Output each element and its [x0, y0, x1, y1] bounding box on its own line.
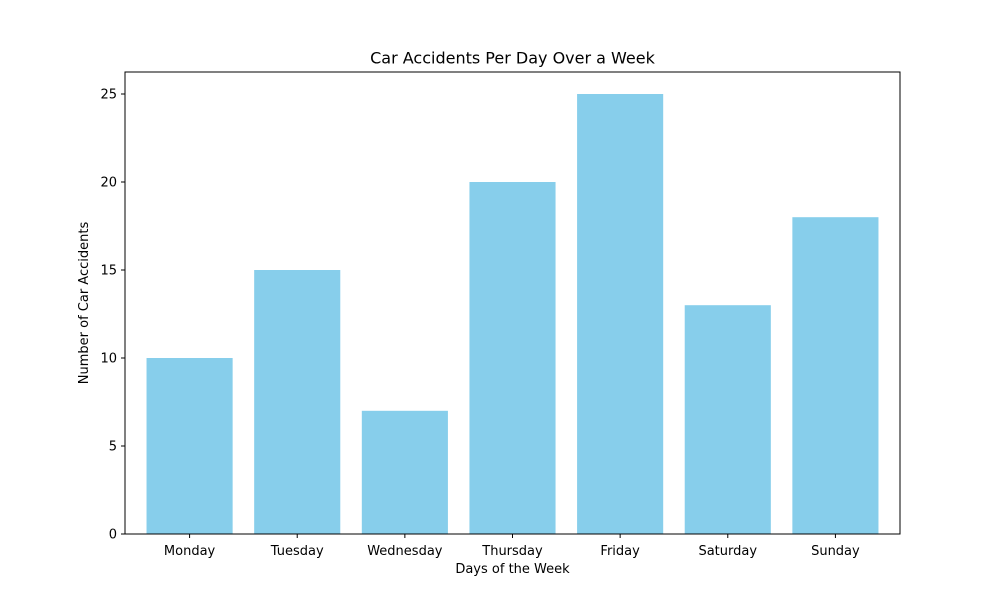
y-tick-label: 0 [109, 528, 117, 543]
bar-sunday [792, 217, 879, 534]
y-axis-ticks: 0 5 10 15 20 25 [100, 88, 125, 543]
bar-monday [146, 358, 233, 534]
x-tick-label: Monday [164, 544, 216, 559]
x-tick-label: Sunday [811, 544, 860, 559]
bar-tuesday [254, 270, 341, 534]
bar-saturday [684, 305, 771, 534]
bar-wednesday [361, 410, 448, 534]
y-tick-label: 25 [100, 88, 117, 103]
x-tick-label: Thursday [481, 544, 543, 559]
x-axis-label: Days of the Week [455, 562, 570, 577]
y-tick-label: 5 [109, 440, 117, 455]
x-tick-label: Tuesday [270, 544, 324, 559]
bars-group [146, 94, 879, 534]
x-tick-label: Friday [600, 544, 640, 559]
bar-friday [577, 94, 664, 534]
y-tick-label: 15 [100, 264, 117, 279]
x-tick-label: Wednesday [367, 544, 443, 559]
x-axis-ticks: Monday Tuesday Wednesday Thursday Friday Satu… [164, 534, 860, 559]
y-tick-label: 10 [100, 352, 117, 367]
x-tick-label: Saturday [698, 544, 757, 559]
plot-frame [124, 71, 901, 535]
chart-title: Car Accidents Per Day Over a Week [370, 49, 655, 68]
y-tick-label: 20 [100, 176, 117, 191]
y-axis-label: Number of Car Accidents [77, 222, 92, 385]
bar-thursday [469, 182, 556, 534]
